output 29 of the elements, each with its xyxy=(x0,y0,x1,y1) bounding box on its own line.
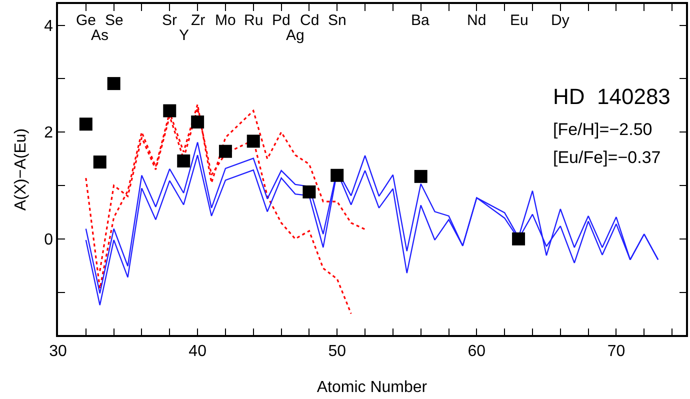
annotation: Cd xyxy=(300,12,320,29)
annotation: Zr xyxy=(191,12,206,29)
annotation: Y xyxy=(179,27,190,44)
x-tick-label: 40 xyxy=(188,342,207,360)
x-tick-label: 50 xyxy=(328,342,346,360)
annotation: Dy xyxy=(551,12,570,29)
annotation: Nd xyxy=(467,12,486,29)
annotation: Ru xyxy=(244,12,264,29)
x-tick-label: 70 xyxy=(607,342,626,360)
annotation: Ba xyxy=(411,12,430,29)
annotation: HD 140283 xyxy=(553,84,670,109)
x-tick-label: 60 xyxy=(468,342,486,360)
annotation: Ag xyxy=(286,27,304,44)
y-tick-label: 0 xyxy=(44,232,54,248)
x-axis-title: Atomic Number xyxy=(316,379,428,396)
y-tick-label: 4 xyxy=(44,18,54,35)
annotation: Sn xyxy=(328,12,346,29)
y-tick-label: 2 xyxy=(44,124,54,142)
annotation: Se xyxy=(105,12,124,29)
annotation: As xyxy=(91,27,109,44)
y-axis-title: A(X)−A(Eu) xyxy=(12,128,30,211)
annotation: [Fe/H]=−2.50 xyxy=(553,120,652,139)
annotation: Eu xyxy=(510,12,528,29)
annotation: Sr xyxy=(162,12,178,29)
x-tick-label: 30 xyxy=(49,342,67,360)
annotation: Pd xyxy=(272,12,290,29)
annotation: Ge xyxy=(76,12,96,29)
annotation: Mo xyxy=(215,12,236,29)
annotation: [Eu/Fe]=−0.37 xyxy=(553,148,661,167)
